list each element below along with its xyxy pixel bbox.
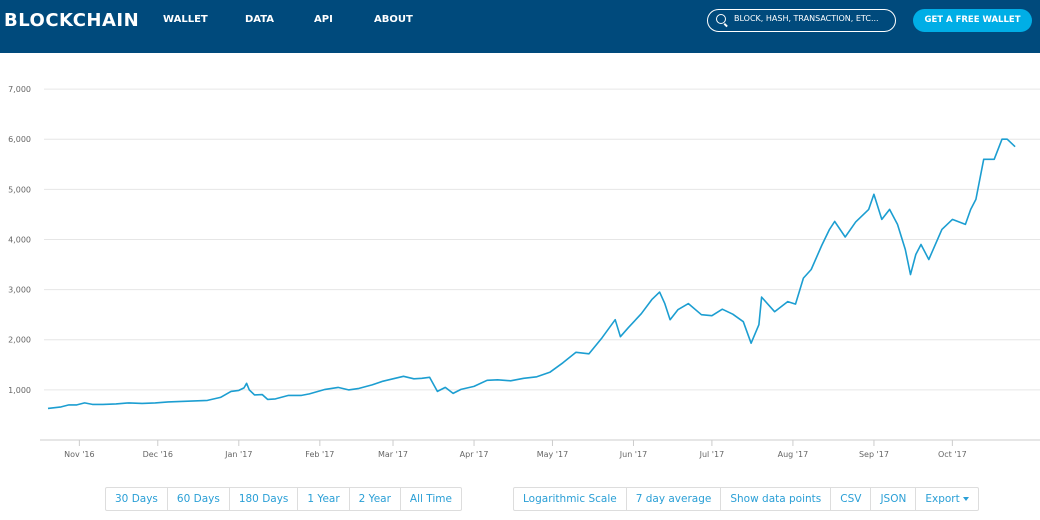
blockchain-logo[interactable]: BLOCKCHAIN — [4, 10, 140, 31]
x-tick-label: Jun '17 — [619, 450, 647, 459]
x-tick-label: Apr '17 — [460, 450, 489, 459]
nav-api[interactable]: API — [314, 14, 333, 25]
y-tick-label: 2,000 — [8, 336, 31, 345]
search-input[interactable]: BLOCK, HASH, TRANSACTION, ETC... — [707, 9, 896, 32]
x-tick-label: May '17 — [537, 450, 568, 459]
csv-button[interactable]: CSV — [830, 487, 872, 511]
range-2-year-button[interactable]: 2 Year — [348, 487, 401, 511]
nav-data[interactable]: DATA — [245, 14, 275, 25]
x-tick-label: Feb '17 — [305, 450, 334, 459]
caret-down-icon — [962, 497, 969, 501]
seven-day-average-button[interactable]: 7 day average — [625, 487, 722, 511]
get-free-wallet-button[interactable]: GET A FREE WALLET — [913, 9, 1032, 32]
nav-wallet[interactable]: WALLET — [163, 14, 208, 25]
search-icon — [716, 14, 726, 24]
y-tick-label: 5,000 — [8, 185, 31, 194]
range-60-days-button[interactable]: 60 Days — [166, 487, 230, 511]
range-30-days-button[interactable]: 30 Days — [105, 487, 168, 511]
price-line-chart: 1,000 2,000 3,000 4,000 5,000 6,000 7,000 Nov '… — [8, 85, 1040, 459]
x-tick-label: Sep '17 — [859, 450, 889, 459]
time-range-button-group: 30 Days 60 Days 180 Days 1 Year 2 Year A… — [105, 487, 462, 511]
x-tick-label: Dec '16 — [143, 450, 173, 459]
x-tick-label: Oct '17 — [938, 450, 967, 459]
x-tick-label: Aug '17 — [778, 450, 809, 459]
x-tick-label: Mar '17 — [378, 450, 408, 459]
chart-options-button-group: Logarithmic Scale 7 day average Show dat… — [513, 487, 979, 511]
y-tick-label: 1,000 — [8, 386, 31, 395]
y-tick-label: 4,000 — [8, 235, 31, 244]
y-tick-label: 7,000 — [8, 85, 31, 94]
nav-about[interactable]: ABOUT — [374, 14, 413, 25]
export-dropdown-button[interactable]: Export — [915, 487, 979, 511]
range-all-time-button[interactable]: All Time — [399, 487, 462, 511]
range-180-days-button[interactable]: 180 Days — [228, 487, 299, 511]
x-tick-label: Jul '17 — [699, 450, 725, 459]
x-tick-label: Jan '17 — [224, 450, 252, 459]
y-tick-label: 6,000 — [8, 135, 31, 144]
show-data-points-button[interactable]: Show data points — [720, 487, 832, 511]
x-tick-label: Nov '16 — [64, 450, 95, 459]
top-navigation-bar: BLOCKCHAIN WALLET DATA API ABOUT BLOCK, … — [0, 0, 1040, 53]
price-series-line — [47, 138, 1016, 410]
json-button[interactable]: JSON — [870, 487, 917, 511]
export-label: Export — [925, 493, 960, 505]
search-placeholder: BLOCK, HASH, TRANSACTION, ETC... — [734, 14, 879, 23]
logarithmic-scale-button[interactable]: Logarithmic Scale — [513, 487, 627, 511]
y-tick-label: 3,000 — [8, 286, 31, 295]
range-1-year-button[interactable]: 1 Year — [297, 487, 350, 511]
